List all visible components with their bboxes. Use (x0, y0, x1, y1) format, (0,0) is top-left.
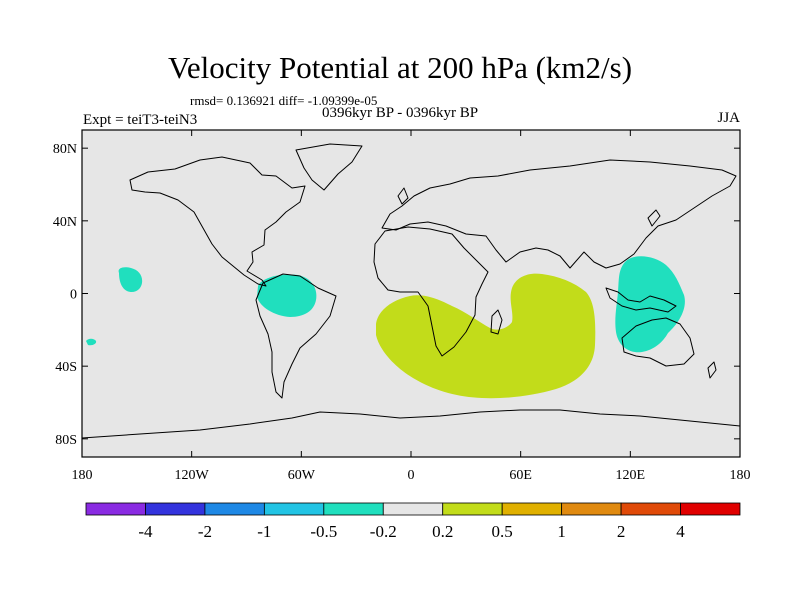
africa-coastline (373, 226, 489, 357)
colorbar-label: 0.2 (432, 522, 453, 541)
lon-tick-label: 60W (288, 468, 316, 483)
south-america-coastline (255, 273, 337, 399)
colorbar-swatch (620, 502, 681, 516)
south-america-negative (257, 274, 317, 317)
lat-tick-label: 40N (53, 215, 77, 230)
colorbar-label: 0.5 (492, 522, 513, 541)
lon-tick-label: 0 (408, 468, 415, 483)
period-label: 0396kyr BP - 0396kyr BP (322, 105, 479, 121)
lat-tick-label: 0 (70, 288, 77, 303)
colorbar-swatch (204, 502, 265, 516)
new-zealand-coastline (707, 361, 717, 379)
lon-tick-label: 60E (509, 468, 532, 483)
colorbar-label: -4 (138, 522, 153, 541)
indonesia-coastline (605, 287, 677, 313)
lat-tick-label: 80N (53, 142, 77, 157)
colorbar-label: -2 (198, 522, 212, 541)
experiment-label: Expt = teiT3-teiN3 (83, 112, 198, 128)
lat-tick-label: 80S (55, 433, 77, 448)
antarctica-coastline (81, 409, 741, 439)
eurasia-coastline (381, 159, 737, 269)
north-america-coastline (129, 156, 306, 287)
colorbar-label: 1 (557, 522, 566, 541)
japan-coastline (647, 209, 661, 227)
colorbar-swatch (501, 502, 563, 516)
map-frame (81, 129, 741, 458)
british-isles-coastline (397, 187, 409, 205)
colorbar-swatch (561, 502, 622, 516)
lon-tick-label: 180 (72, 468, 93, 483)
lon-tick-label: 180 (730, 468, 751, 483)
colorbar-swatch (85, 502, 146, 516)
rmsd-stats: rmsd= 0.136921 diff= -1.09399e-05 (190, 93, 378, 108)
season-label: JJA (717, 110, 740, 126)
colorbar-label: 2 (617, 522, 626, 541)
colorbar-swatch (263, 502, 325, 516)
axis-tick-labels: 180 120W 60W 0 60E 120E 180 80N 40N 0 40S 80S (53, 142, 751, 483)
madagascar-coastline (490, 309, 503, 335)
plot-title: Velocity Potential at 200 hPa (km2/s) (167, 50, 633, 85)
greenland-coastline (295, 143, 363, 191)
colorbar-label: -0.2 (370, 522, 397, 541)
south-pacific-negative (86, 338, 97, 346)
colorbar: -4 -2 -1 -0.5 -0.2 0.2 0.5 1 2 4 (85, 502, 741, 541)
lon-tick-label: 120W (175, 468, 210, 483)
colorbar-swatch (442, 502, 503, 516)
colorbar-label: 4 (676, 522, 685, 541)
australia-coastline (621, 317, 695, 367)
central-pacific-negative (118, 267, 143, 293)
colorbar-swatch (145, 502, 206, 516)
colorbar-swatch (323, 502, 384, 516)
colorbar-swatch (382, 502, 444, 516)
lon-tick-label: 120E (616, 468, 646, 483)
lat-tick-label: 40S (55, 360, 77, 375)
coastlines (81, 143, 741, 439)
colorbar-label: -0.5 (310, 522, 337, 541)
africa-indian-ocean-positive (376, 273, 596, 399)
colorbar-swatch (680, 502, 741, 516)
colorbar-label: -1 (257, 522, 271, 541)
